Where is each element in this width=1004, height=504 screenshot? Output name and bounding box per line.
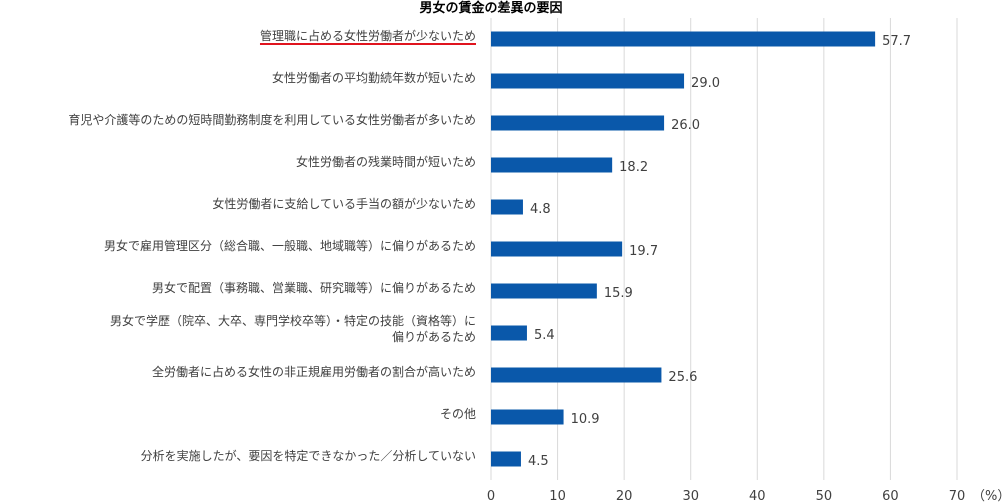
chart-title: 男女の賃金の差異の要因	[419, 0, 562, 16]
x-tick-label-40: 40	[749, 489, 766, 504]
x-tick-label-60: 60	[882, 489, 899, 504]
value-label-2: 26.0	[671, 118, 700, 133]
bar-7	[491, 325, 527, 341]
x-tick-label-70: 70	[949, 489, 966, 504]
value-label-0: 57.7	[882, 34, 911, 49]
category-label-3: 女性労働者の残業時間が短いため	[296, 154, 476, 169]
value-label-8: 25.6	[668, 370, 697, 385]
category-label-7-line-0: 男女で学歴（院卒、大卒、専門学校卒等）・特定の技能（資格等）に	[110, 313, 476, 328]
category-label-10: 分析を実施したが、要因を特定できなかった／分析していない	[141, 448, 476, 463]
value-label-4: 4.8	[530, 202, 551, 217]
bar-6	[491, 283, 597, 299]
bar-8	[491, 367, 662, 383]
x-unit-label: （%）	[972, 489, 1004, 504]
x-tick-label-50: 50	[816, 489, 833, 504]
value-label-6: 15.9	[604, 286, 633, 301]
bar-10	[491, 451, 521, 467]
value-label-5: 19.7	[629, 244, 658, 259]
bar-9	[491, 409, 564, 425]
category-label-4: 女性労働者に支給している手当の額が少ないため	[212, 196, 476, 211]
bar-4	[491, 199, 523, 215]
category-label-1: 女性労働者の平均勤続年数が短いため	[272, 70, 476, 85]
bar-0	[491, 31, 876, 47]
category-label-6: 男女で配置（事務職、営業職、研究職等）に偏りがあるため	[152, 280, 476, 295]
bar-3	[491, 157, 613, 173]
x-tick-label-30: 30	[682, 489, 699, 504]
value-label-10: 4.5	[528, 454, 549, 469]
bar-2	[491, 115, 665, 131]
value-label-7: 5.4	[534, 328, 555, 343]
bar-1	[491, 73, 685, 89]
category-label-9: その他	[440, 407, 476, 421]
value-label-1: 29.0	[691, 76, 720, 91]
x-tick-label-0: 0	[487, 489, 495, 504]
category-label-8: 全労働者に占める女性の非正規雇用労働者の割合が高いため	[152, 364, 476, 379]
category-label-0: 管理職に占める女性労働者が少ないため	[260, 28, 476, 43]
bar-5	[491, 241, 623, 257]
value-label-9: 10.9	[571, 412, 600, 427]
category-label-7-line-1: 偏りがあるため	[392, 329, 476, 344]
category-label-5: 男女で雇用管理区分（総合職、一般職、地域職等）に偏りがあるため	[104, 238, 476, 253]
x-tick-label-10: 10	[549, 489, 566, 504]
category-label-2: 育児や介護等のための短時間勤務制度を利用している女性労働者が多いため	[68, 112, 476, 127]
value-label-3: 18.2	[619, 160, 648, 175]
x-tick-label-20: 20	[616, 489, 633, 504]
